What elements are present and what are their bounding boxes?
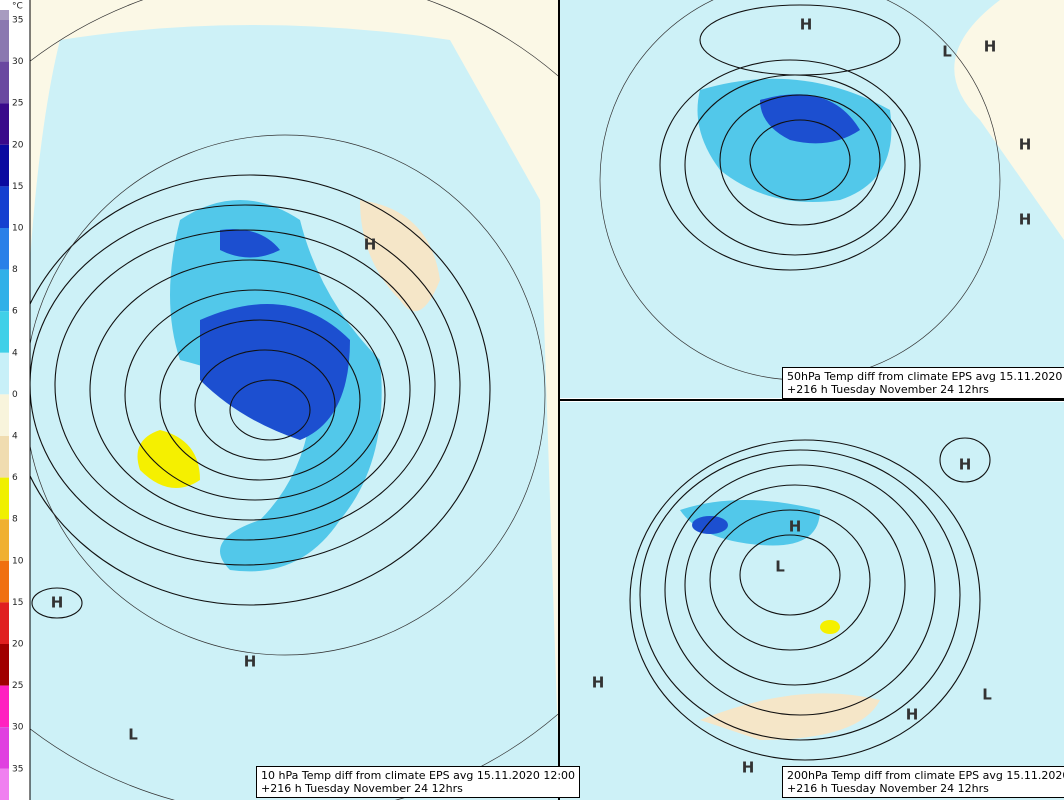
pressure-label: H [592, 674, 605, 692]
caption: 200hPa Temp diff from climate EPS avg 15… [782, 766, 1064, 798]
colorbar-tick: 35 [12, 16, 23, 26]
caption-line: +216 h Tuesday November 24 12hrs [261, 782, 463, 795]
colorbar-tick: 15 [12, 182, 23, 192]
colorbar: 35 30 25 20 15 10 8 6 4 0 4 6 8 10 15 20 25 30 35 [0, 0, 31, 800]
colorbar-swatch [0, 103, 9, 145]
colorbar-swatch [0, 144, 9, 187]
colorbar-tick: 10 [12, 224, 24, 234]
colorbar-tick: 0 [12, 390, 18, 400]
caption: 50hPa Temp diff from climate EPS avg 15.… [782, 367, 1064, 399]
colorbar-swatch [0, 61, 9, 104]
colorbar-tick: 4 [12, 348, 18, 358]
colorbar-swatch [0, 685, 9, 728]
unit-label: °C [12, 2, 23, 12]
colorbar-tick: 10 [12, 556, 24, 566]
colorbar-swatch [0, 602, 9, 644]
colorbar-swatch [0, 519, 9, 561]
colorbar-swatch [0, 228, 9, 270]
pressure-label: H [364, 236, 377, 254]
pressure-label: H [906, 706, 919, 724]
panel-50hpa [560, 0, 1064, 398]
colorbar-swatch [0, 352, 9, 395]
caption: 10 hPa Temp diff from climate EPS avg 15… [256, 766, 581, 798]
pressure-label: L [982, 686, 992, 704]
colorbar-tick: 4 [12, 432, 18, 442]
pressure-label: L [775, 558, 785, 576]
colorbar-swatch [0, 10, 9, 20]
panel-200hpa [560, 402, 1064, 800]
pressure-label: L [128, 726, 138, 744]
colorbar-tick: 6 [12, 473, 18, 483]
colorbar-tick: 35 [12, 764, 23, 774]
caption-line: +216 h Tuesday November 24 12hrs [787, 383, 989, 396]
colorbar-tick: 25 [12, 99, 23, 109]
pressure-label: H [959, 456, 972, 474]
colorbar-tick: 30 [12, 723, 24, 733]
colorbar-swatch [0, 727, 9, 769]
colorbar-swatch [0, 269, 9, 312]
pressure-label: H [800, 16, 813, 34]
colorbar-swatch [0, 20, 9, 62]
caption-line: +216 h Tuesday November 24 12hrs [787, 782, 989, 795]
colorbar-tick: 8 [12, 265, 18, 275]
colorbar-swatch [0, 436, 9, 478]
colorbar-tick: 8 [12, 515, 18, 525]
colorbar-tick: 30 [12, 57, 24, 67]
colorbar-swatch [0, 394, 9, 436]
panel-10hpa [30, 0, 558, 800]
colorbar-tick: 20 [12, 640, 24, 650]
pressure-label: H [51, 594, 64, 612]
colorbar-tick: 15 [12, 598, 23, 608]
colorbar-tick: 25 [12, 681, 23, 691]
colorbar-swatch [0, 560, 9, 603]
colorbar-swatch [0, 311, 9, 353]
pressure-label: H [984, 38, 997, 56]
caption-line: 50hPa Temp diff from climate EPS avg 15.… [787, 370, 1064, 383]
pressure-label: H [789, 518, 802, 536]
pressure-label: L [942, 43, 952, 61]
colorbar-tick: 6 [12, 307, 18, 317]
caption-line: 10 hPa Temp diff from climate EPS avg 15… [261, 769, 576, 782]
colorbar-swatch [0, 477, 9, 520]
colorbar-tick: 20 [12, 140, 24, 150]
caption-line: 200hPa Temp diff from climate EPS avg 15… [787, 769, 1064, 782]
pressure-label: H [1019, 211, 1032, 229]
pressure-label: H [1019, 136, 1032, 154]
colorbar-swatch [0, 644, 9, 686]
pressure-label: H [742, 759, 755, 777]
colorbar-swatch [0, 768, 9, 800]
pressure-label: H [244, 653, 257, 671]
colorbar-swatch [0, 186, 9, 228]
